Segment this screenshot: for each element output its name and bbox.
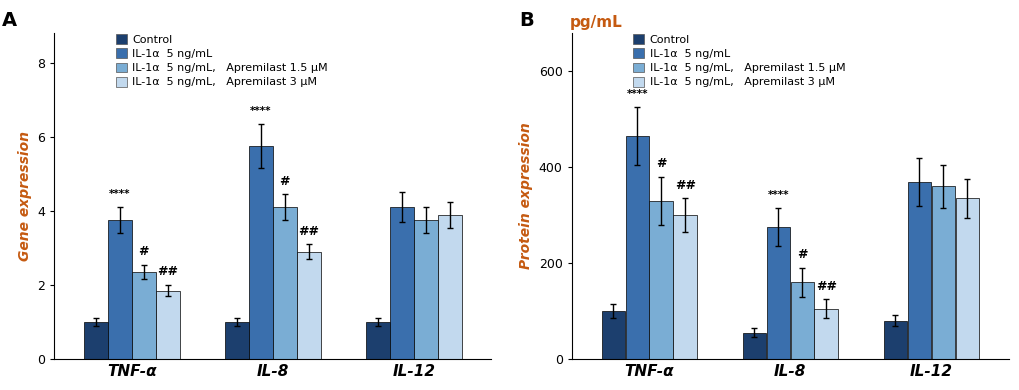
Text: ****: ****	[626, 89, 647, 99]
Bar	[673, 215, 696, 359]
Text: #: #	[139, 245, 149, 258]
Text: ****: ****	[766, 190, 789, 200]
Text: ##: ##	[298, 225, 319, 238]
Text: pg/mL: pg/mL	[569, 15, 622, 30]
Y-axis label: Gene expression: Gene expression	[17, 131, 32, 261]
Legend: Control, IL-1α  5 ng/mL, IL-1α  5 ng/mL,   Apremilast 1.5 μM, IL-1α  5 ng/mL,   : Control, IL-1α 5 ng/mL, IL-1α 5 ng/mL, A…	[111, 30, 332, 92]
Bar	[225, 322, 249, 359]
Text: #: #	[279, 175, 289, 188]
Text: #: #	[796, 248, 807, 261]
Bar	[131, 272, 155, 359]
Bar	[742, 333, 765, 359]
Bar	[156, 291, 179, 359]
Bar	[366, 322, 389, 359]
Text: ##: ##	[815, 280, 836, 292]
Bar	[766, 227, 790, 359]
Bar	[249, 146, 272, 359]
Bar	[955, 199, 978, 359]
Bar	[437, 215, 462, 359]
Bar	[84, 322, 107, 359]
Text: ****: ****	[250, 106, 271, 116]
Text: ##: ##	[157, 266, 178, 278]
Bar	[297, 252, 320, 359]
Bar	[601, 311, 625, 359]
Bar	[814, 309, 838, 359]
Bar	[907, 182, 930, 359]
Bar	[790, 282, 813, 359]
Bar	[930, 186, 954, 359]
Text: ****: ****	[109, 189, 130, 199]
Y-axis label: Protein expression: Protein expression	[519, 123, 533, 269]
Bar	[108, 220, 131, 359]
Text: B: B	[519, 11, 533, 30]
Bar	[882, 321, 906, 359]
Legend: Control, IL-1α  5 ng/mL, IL-1α  5 ng/mL,   Apremilast 1.5 μM, IL-1α  5 ng/mL,   : Control, IL-1α 5 ng/mL, IL-1α 5 ng/mL, A…	[628, 30, 849, 92]
Text: ##: ##	[674, 179, 695, 192]
Bar	[625, 136, 648, 359]
Bar	[649, 201, 673, 359]
Text: A: A	[2, 11, 17, 30]
Bar	[414, 220, 437, 359]
Bar	[273, 207, 297, 359]
Text: #: #	[655, 158, 665, 170]
Bar	[389, 207, 414, 359]
